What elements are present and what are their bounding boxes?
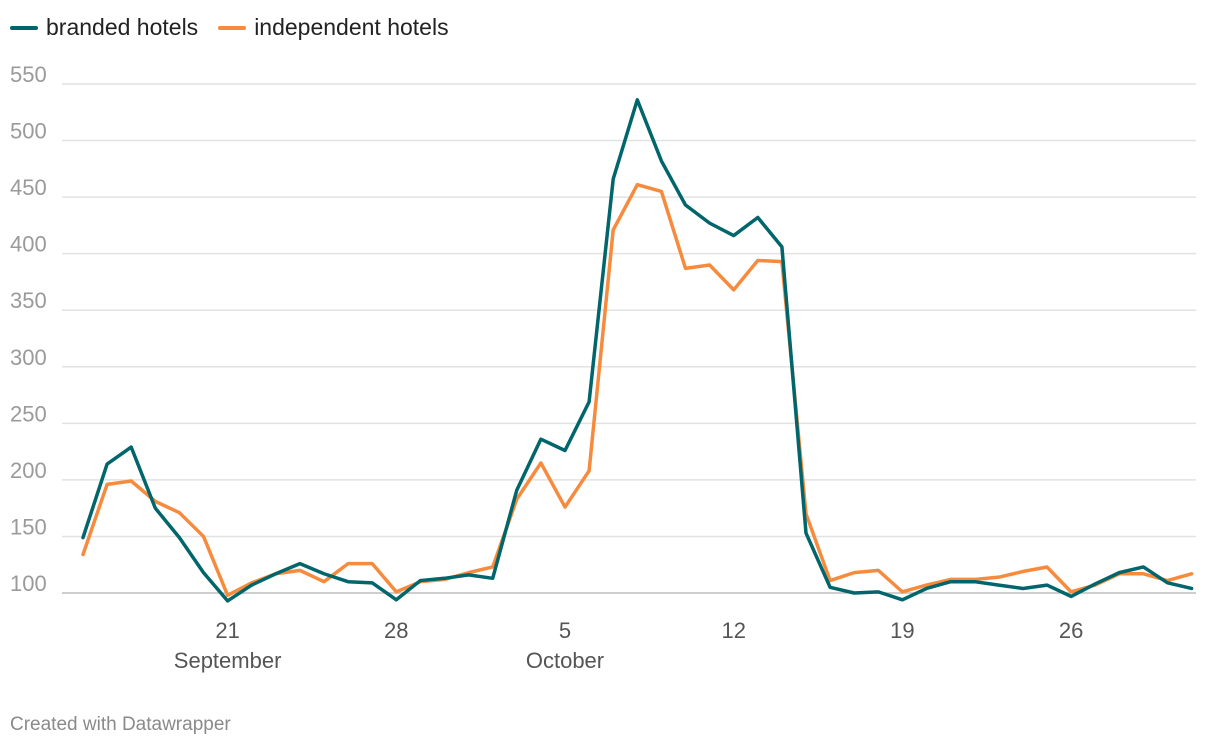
x-tick-label-19: 19	[890, 618, 914, 643]
x-tick-label-28: 28	[384, 618, 408, 643]
x-tick-label-5: 5	[559, 618, 571, 643]
legend-label-branded-hotels: branded hotels	[46, 14, 199, 40]
y-tick-label-400: 400	[10, 232, 47, 257]
y-tick-label-150: 150	[10, 514, 47, 539]
x-axis-ticks: 21 September 28 5 October 12 19 26	[174, 618, 1084, 673]
line-chart: 100 150 200 250 300 350 400 450 500 550 21 Septemb…	[10, 62, 1196, 673]
series-lines	[81, 98, 1194, 603]
series-line-independent-hotels	[81, 182, 1194, 598]
legend-swatch-branded-hotels	[10, 25, 38, 30]
y-tick-label-350: 350	[10, 288, 47, 313]
legend-swatch-independent-hotels	[218, 25, 247, 30]
series-line-branded-hotels	[81, 98, 1194, 603]
legend-item-branded-hotels: branded hotels	[10, 14, 198, 41]
y-tick-label-200: 200	[10, 458, 47, 483]
x-tick-label-21: 21	[215, 618, 239, 643]
y-tick-label-300: 300	[10, 345, 47, 370]
grid-lines	[62, 83, 1196, 594]
x-tick-label-12: 12	[721, 618, 745, 643]
legend-label-independent-hotels: independent hotels	[254, 14, 449, 40]
chart-legend: branded hotels independent hotels	[10, 14, 449, 41]
y-tick-label-450: 450	[10, 175, 47, 200]
y-tick-label-250: 250	[10, 401, 47, 426]
datawrapper-credit: Created with Datawrapper	[10, 714, 231, 735]
y-tick-label-100: 100	[10, 571, 47, 596]
y-axis-ticks: 100 150 200 250 300 350 400 450 500 550	[10, 62, 47, 596]
x-tick-sublabel-september: September	[174, 648, 282, 673]
y-tick-label-550: 550	[10, 62, 47, 87]
x-tick-label-26: 26	[1059, 618, 1083, 643]
legend-item-independent-hotels: independent hotels	[218, 14, 449, 41]
x-tick-sublabel-october: October	[526, 648, 604, 673]
y-tick-label-500: 500	[10, 119, 47, 144]
